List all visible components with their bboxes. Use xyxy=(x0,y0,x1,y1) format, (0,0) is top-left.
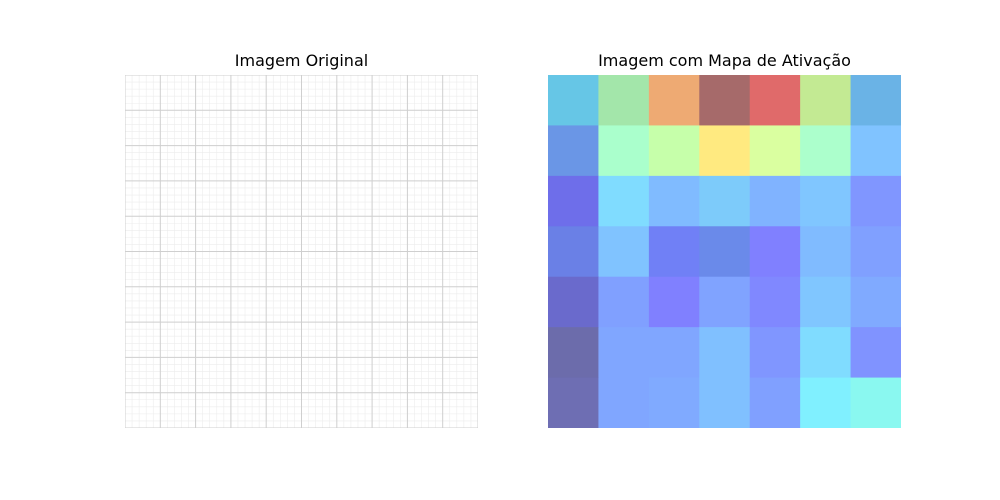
heatmap-cell-r5-c5 xyxy=(800,327,852,379)
heatmap-cell-r0-c6 xyxy=(850,75,901,126)
heatmap-cell-r0-c5 xyxy=(800,75,852,126)
heatmap-cell-r2-c1 xyxy=(598,175,650,227)
original-image-panel xyxy=(125,75,478,428)
heatmap-cell-r3-c5 xyxy=(800,226,852,278)
heatmap-cell-r2-c3 xyxy=(699,175,751,227)
heatmap-cell-r4-c1 xyxy=(598,276,650,328)
heatmap-cell-r1-c5 xyxy=(800,125,852,177)
heatmap-cell-r4-c6 xyxy=(850,276,901,328)
heatmap-cell-r5-c1 xyxy=(598,327,650,379)
heatmap-cell-r2-c5 xyxy=(800,175,852,227)
heatmap-cell-r5-c0 xyxy=(548,327,599,379)
original-image-title: Imagem Original xyxy=(234,51,369,70)
activation-map-panel xyxy=(548,75,901,428)
heatmap-cell-r2-c4 xyxy=(749,175,801,227)
heatmap-cell-r3-c3 xyxy=(699,226,751,278)
heatmap-cell-r6-c4 xyxy=(749,377,801,428)
heatmap-cell-r0-c1 xyxy=(598,75,650,126)
heatmap-cell-r6-c6 xyxy=(850,377,901,428)
heatmap-cell-r3-c1 xyxy=(598,226,650,278)
heatmap-cell-r4-c5 xyxy=(800,276,852,328)
activation-map-title: Imagem com Mapa de Ativação xyxy=(598,51,851,70)
heatmap-cell-r3-c4 xyxy=(749,226,801,278)
heatmap-cell-r1-c0 xyxy=(548,125,599,177)
heatmap-cell-r1-c1 xyxy=(598,125,650,177)
activation-heatmap xyxy=(548,75,901,428)
heatmap-cell-r1-c3 xyxy=(699,125,751,177)
heatmap-cell-r3-c2 xyxy=(648,226,700,278)
heatmap-cell-r0-c3 xyxy=(699,75,751,126)
original-image xyxy=(125,75,478,428)
heatmap-cell-r3-c6 xyxy=(850,226,901,278)
heatmap-cell-r1-c6 xyxy=(850,125,901,177)
heatmap-cell-r4-c3 xyxy=(699,276,751,328)
heatmap-cell-r3-c0 xyxy=(548,226,599,278)
heatmap-cell-r5-c4 xyxy=(749,327,801,379)
heatmap-cell-r6-c2 xyxy=(648,377,700,428)
heatmap-cell-r2-c6 xyxy=(850,175,901,227)
heatmap-cell-r1-c4 xyxy=(749,125,801,177)
heatmap-cell-r4-c0 xyxy=(548,276,599,328)
heatmap-cell-r5-c3 xyxy=(699,327,751,379)
heatmap-cell-r0-c4 xyxy=(749,75,801,126)
heatmap-cell-r4-c4 xyxy=(749,276,801,328)
heatmap-cell-r2-c0 xyxy=(548,175,599,227)
heatmap-cell-r4-c2 xyxy=(648,276,700,328)
heatmap-cell-r0-c0 xyxy=(548,75,599,126)
heatmap-cell-r5-c2 xyxy=(648,327,700,379)
heatmap-cell-r5-c6 xyxy=(850,327,901,379)
heatmap-cell-r6-c3 xyxy=(699,377,751,428)
heatmap-cell-r2-c2 xyxy=(648,175,700,227)
heatmap-cell-r6-c5 xyxy=(800,377,852,428)
heatmap-cell-r0-c2 xyxy=(648,75,700,126)
heatmap-cell-r6-c0 xyxy=(548,377,599,428)
heatmap-cell-r6-c1 xyxy=(598,377,650,428)
heatmap-cell-r1-c2 xyxy=(648,125,700,177)
